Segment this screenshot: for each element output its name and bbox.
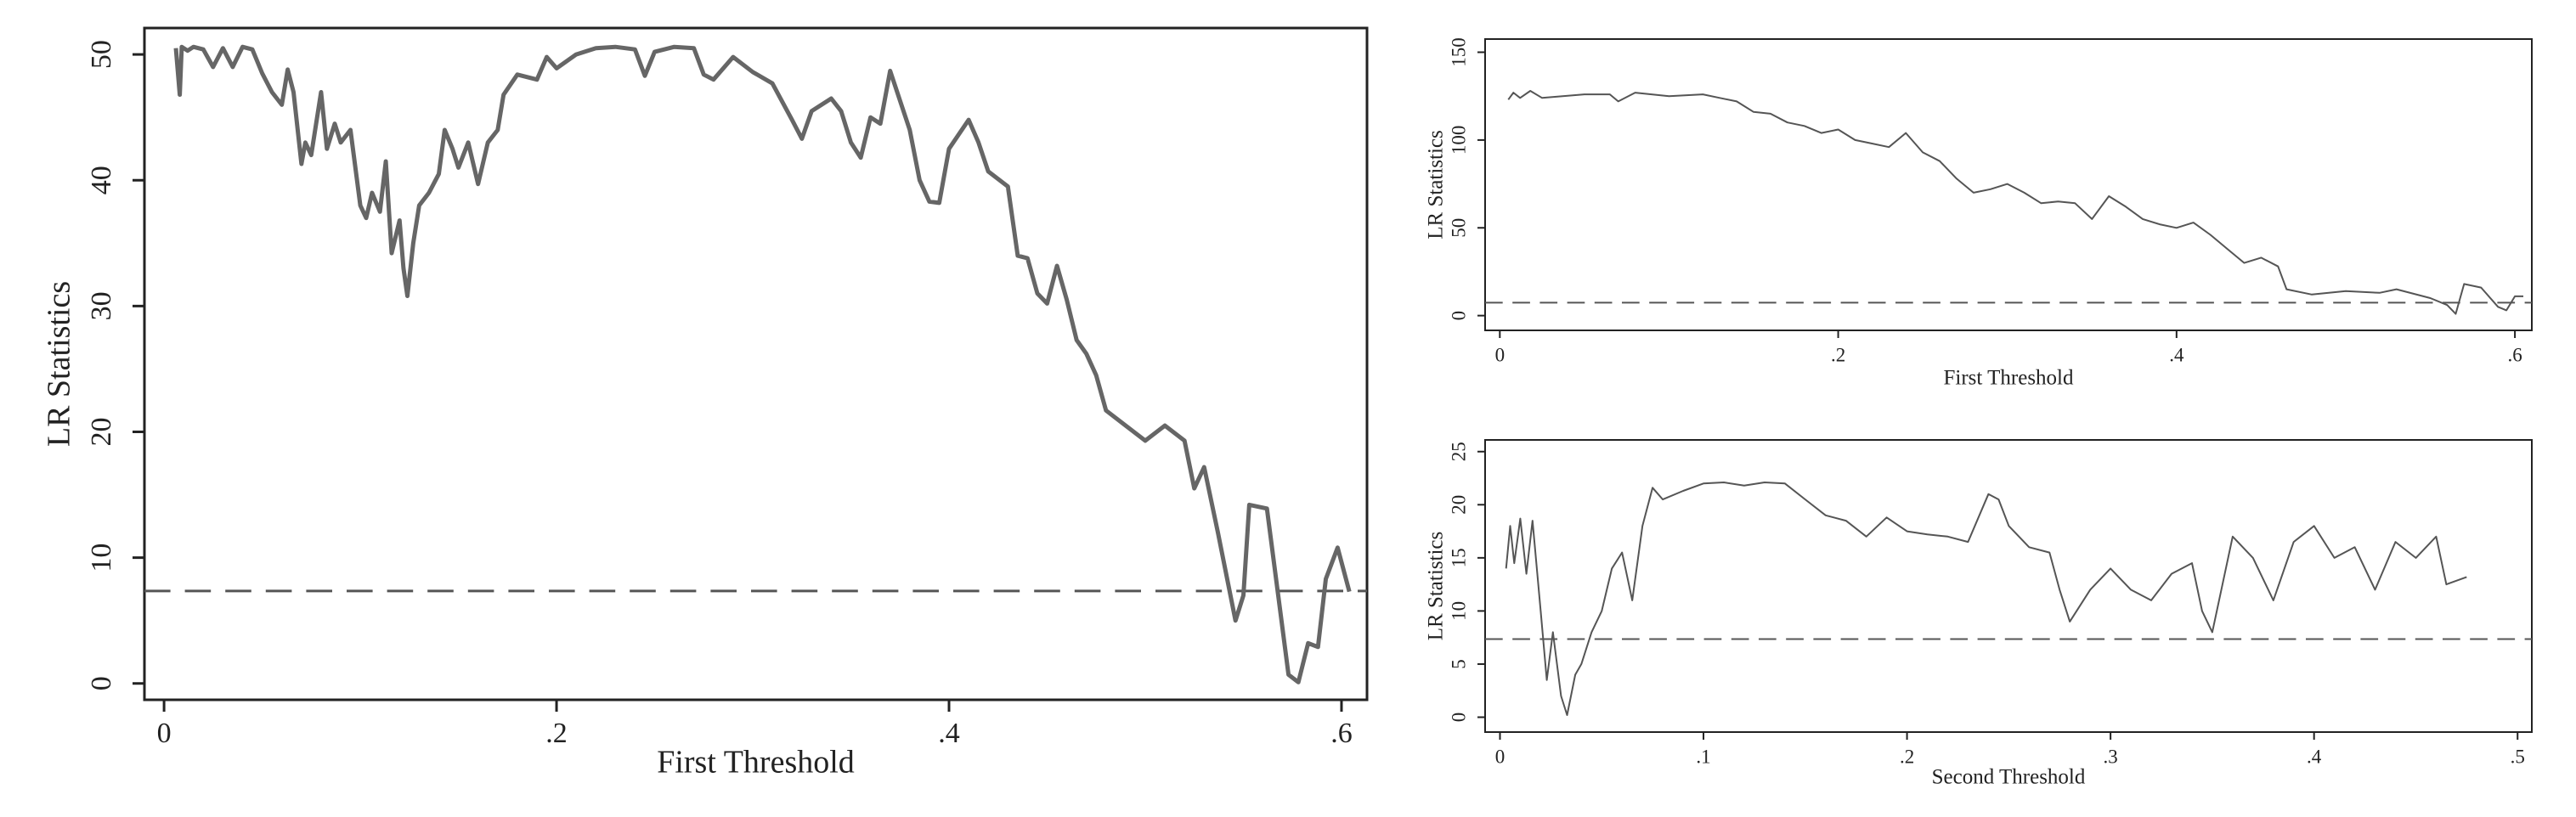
y-axis-label: LR Statistics — [1425, 532, 1448, 640]
x-tick-label: .2 — [545, 718, 568, 749]
y-tick-label: 40 — [86, 166, 117, 194]
y-axis-label: LR Statistics — [42, 281, 77, 447]
x-axis-label: Second Threshold — [1932, 766, 2086, 789]
x-tick-label: .2 — [1900, 746, 1914, 767]
y-tick-label: 150 — [1448, 37, 1469, 67]
y-tick-label: 20 — [1448, 495, 1469, 515]
y-tick-label: 10 — [86, 544, 117, 572]
data-line — [1505, 482, 2467, 716]
y-tick-label: 50 — [1448, 218, 1469, 238]
x-tick-label: 0 — [157, 718, 172, 749]
x-axis-label: First Threshold — [657, 745, 855, 780]
plot-frame — [1484, 439, 2533, 733]
x-tick-label: .4 — [2307, 746, 2322, 767]
x-tick-label: .6 — [2507, 344, 2522, 365]
y-axis-label: LR Statistics — [1425, 130, 1448, 239]
x-tick-label: 0 — [1495, 344, 1505, 365]
x-tick-label: .2 — [1831, 344, 1845, 365]
x-axis-label: First Threshold — [1943, 367, 2074, 390]
x-tick-label: 0 — [1495, 746, 1505, 767]
data-line — [173, 44, 1352, 685]
data-line — [1507, 90, 2523, 315]
y-tick-label: 15 — [1448, 548, 1469, 567]
x-tick-label: .6 — [1330, 718, 1353, 749]
y-tick-label: 20 — [86, 417, 117, 446]
y-tick-label: 0 — [1448, 713, 1469, 723]
x-tick-label: .1 — [1696, 746, 1710, 767]
y-tick-label: 0 — [86, 676, 117, 690]
y-tick-label: 0 — [1448, 311, 1469, 321]
x-tick-label: .3 — [2104, 746, 2118, 767]
plot-frame — [143, 26, 1369, 701]
x-tick-label: .5 — [2511, 746, 2525, 767]
y-tick-label: 5 — [1448, 659, 1469, 669]
y-tick-label: 10 — [1448, 601, 1469, 621]
x-tick-label: .4 — [2169, 344, 2184, 365]
y-tick-label: 50 — [86, 40, 117, 69]
y-tick-label: 30 — [86, 291, 117, 320]
y-tick-label: 25 — [1448, 442, 1469, 461]
x-tick-label: .4 — [938, 718, 960, 749]
plot-frame — [1484, 38, 2533, 331]
y-tick-label: 100 — [1448, 126, 1469, 155]
